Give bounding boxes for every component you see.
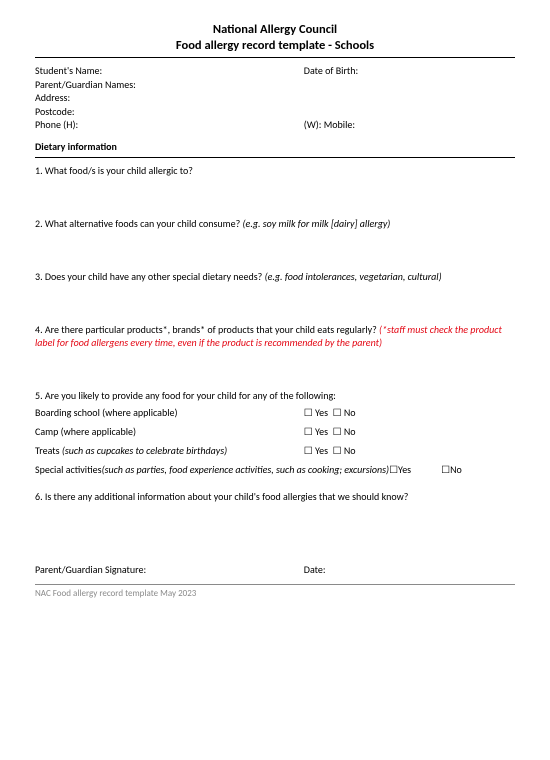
option-treats: Treats (such as cupcakes to celebrate bi… bbox=[35, 444, 515, 457]
footer-text: NAC Food allergy record template May 202… bbox=[35, 588, 515, 599]
question-4: 4. Are there particular products*, brand… bbox=[35, 323, 515, 349]
boarding-label: Boarding school (where applicable) bbox=[35, 406, 304, 419]
checkbox-icon[interactable]: ☐ bbox=[333, 408, 342, 419]
q2-hint: (e.g. soy milk for milk [dairy] allergy) bbox=[243, 217, 391, 230]
question-2: 2. What alternative foods can your child… bbox=[35, 217, 515, 230]
yes-label: Yes bbox=[398, 463, 411, 476]
checkbox-icon[interactable]: ☐ bbox=[333, 427, 342, 438]
signature-row: Parent/Guardian Signature: Date: bbox=[35, 563, 515, 576]
special-label: Special activities bbox=[35, 463, 102, 476]
document-header: National Allergy Council Food allergy re… bbox=[35, 22, 515, 53]
option-special: Special activities (such as parties, foo… bbox=[35, 463, 515, 476]
address-label: Address: bbox=[35, 91, 304, 105]
student-name-label: Student's Name: bbox=[35, 64, 304, 78]
yes-label: Yes bbox=[315, 406, 328, 419]
header-rule bbox=[35, 57, 515, 58]
no-label: No bbox=[344, 444, 356, 457]
signature-date-label: Date: bbox=[304, 563, 515, 576]
question-3: 3. Does your child have any other specia… bbox=[35, 270, 515, 283]
no-label: No bbox=[344, 425, 356, 438]
header-title: National Allergy Council bbox=[35, 22, 515, 38]
q5-intro: 5. Are you likely to provide any food fo… bbox=[35, 389, 515, 402]
q4-text: 4. Are there particular products*, brand… bbox=[35, 323, 379, 336]
checkbox-icon[interactable]: ☐ bbox=[389, 465, 398, 476]
question-6: 6. Is there any additional information a… bbox=[35, 490, 515, 503]
checkbox-icon[interactable]: ☐ bbox=[333, 446, 342, 457]
q1-text: 1. What food/s is your child allergic to… bbox=[35, 164, 193, 177]
no-label: No bbox=[450, 463, 462, 476]
q3-hint: (e.g. food intolerances, vegetarian, cul… bbox=[265, 270, 442, 283]
question-1: 1. What food/s is your child allergic to… bbox=[35, 164, 515, 177]
q2-text: 2. What alternative foods can your child… bbox=[35, 217, 243, 230]
camp-label: Camp (where applicable) bbox=[35, 425, 304, 438]
checkbox-icon[interactable]: ☐ bbox=[441, 465, 450, 476]
dob-label: Date of Birth: bbox=[304, 64, 515, 78]
phone-w-label: (W): Mobile: bbox=[304, 118, 515, 132]
header-subtitle: Food allergy record template - Schools bbox=[35, 38, 515, 54]
special-hint: (such as parties, food experience activi… bbox=[102, 463, 390, 476]
q3-text: 3. Does your child have any other specia… bbox=[35, 270, 265, 283]
signature-label: Parent/Guardian Signature: bbox=[35, 563, 304, 576]
checkbox-icon[interactable]: ☐ bbox=[304, 408, 313, 419]
option-camp: Camp (where applicable) ☐ Yes ☐ No bbox=[35, 425, 515, 438]
checkbox-icon[interactable]: ☐ bbox=[304, 446, 313, 457]
treats-label: Treats bbox=[35, 444, 62, 457]
parent-label: Parent/Guardian Names: bbox=[35, 78, 304, 92]
yes-label: Yes bbox=[315, 444, 328, 457]
option-boarding: Boarding school (where applicable) ☐ Yes… bbox=[35, 406, 515, 419]
footer-rule bbox=[35, 584, 515, 585]
section-rule bbox=[35, 157, 515, 158]
question-5: 5. Are you likely to provide any food fo… bbox=[35, 389, 515, 476]
yes-label: Yes bbox=[315, 425, 328, 438]
section-dietary-title: Dietary information bbox=[35, 140, 515, 153]
student-info-block: Student's Name: Date of Birth: Parent/Gu… bbox=[35, 64, 515, 132]
phone-h-label: Phone (H): bbox=[35, 118, 304, 132]
postcode-label: Postcode: bbox=[35, 105, 304, 119]
treats-hint: (such as cupcakes to celebrate birthdays… bbox=[62, 444, 227, 457]
no-label: No bbox=[344, 406, 356, 419]
checkbox-icon[interactable]: ☐ bbox=[304, 427, 313, 438]
